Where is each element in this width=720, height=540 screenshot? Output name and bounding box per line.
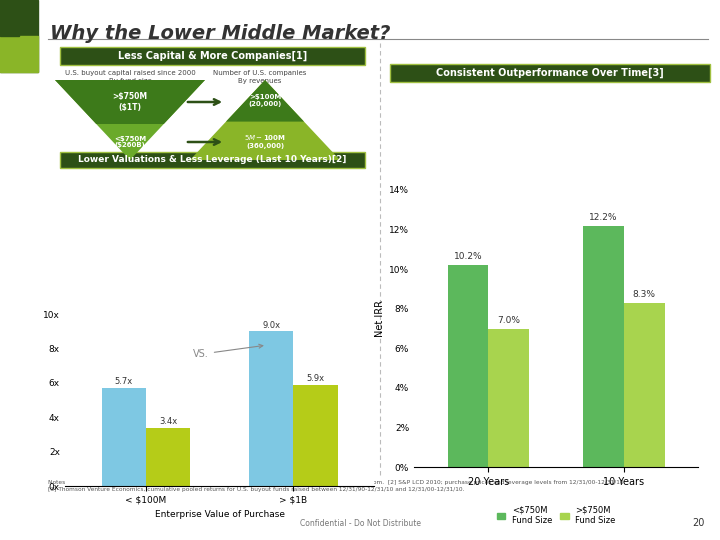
Polygon shape [55, 80, 205, 124]
Bar [583, 226, 624, 467]
Polygon shape [226, 80, 304, 122]
Legend: Purchase Price Multiple (EV/EBITDA), Total Debt/ EBITDA: Purchase Price Multiple (EV/EBITDA), Tot… [94, 539, 345, 540]
Text: VS.: VS. [193, 345, 263, 359]
Text: Less Capital & More Companies[1]: Less Capital & More Companies[1] [118, 51, 307, 61]
Bar [293, 384, 338, 486]
Text: U.S. buyout capital raised since 2000
By fund size: U.S. buyout capital raised since 2000 By… [65, 70, 195, 84]
Text: Notes:  [1] 2007 U.S. Census; Thomson Venture Economics; Pitchbook; Preqin; DowJ: Notes: [1] 2007 U.S. Census; Thomson Ven… [48, 480, 626, 491]
Bar [488, 328, 529, 467]
Text: 10.2%: 10.2% [454, 252, 482, 261]
Text: 9.0x: 9.0x [262, 321, 280, 329]
Text: 3.4x: 3.4x [159, 417, 177, 426]
Polygon shape [190, 80, 340, 160]
Bar [102, 388, 146, 486]
Bar [0, 0, 38, 72]
X-axis label: Enterprise Value of Purchase: Enterprise Value of Purchase [155, 510, 284, 519]
Bar [0, 0, 19, 36]
Text: 7.0%: 7.0% [498, 315, 521, 325]
Bar [448, 265, 488, 467]
Legend: <$750M
Fund Size, >$750M
Fund Size: <$750M Fund Size, >$750M Fund Size [493, 502, 619, 528]
Bar [146, 428, 190, 486]
Text: 5.9x: 5.9x [307, 374, 325, 383]
Text: 8.3%: 8.3% [633, 290, 656, 299]
Text: >$750M
($1T): >$750M ($1T) [112, 92, 148, 112]
Text: 5.7x: 5.7x [114, 377, 133, 386]
Bar [390, 64, 710, 82]
Text: Number of U.S. companies
By revenues: Number of U.S. companies By revenues [213, 70, 307, 84]
Text: Consistent Outperformance Over Time[3]: Consistent Outperformance Over Time[3] [436, 68, 664, 78]
Text: <$750M
($260B): <$750M ($260B) [114, 136, 146, 148]
Text: $5M-$100M
(360,000): $5M-$100M (360,000) [244, 133, 286, 149]
Text: Confidential - Do Not Distribute: Confidential - Do Not Distribute [300, 519, 420, 528]
Bar [624, 303, 665, 467]
Bar [60, 47, 365, 65]
Text: 12.2%: 12.2% [590, 213, 618, 221]
Bar [60, 152, 365, 168]
Text: >$100M
(20,000): >$100M (20,000) [248, 94, 282, 107]
Bar [0, 36, 38, 72]
Text: Lower Valuations & Less Leverage (Last 10 Years)[2]: Lower Valuations & Less Leverage (Last 1… [78, 156, 347, 165]
Text: Why the Lower Middle Market?: Why the Lower Middle Market? [50, 24, 390, 43]
Bar [249, 332, 293, 486]
Polygon shape [55, 80, 205, 160]
Y-axis label: Net IRR: Net IRR [375, 300, 385, 337]
Text: 20: 20 [693, 518, 705, 528]
